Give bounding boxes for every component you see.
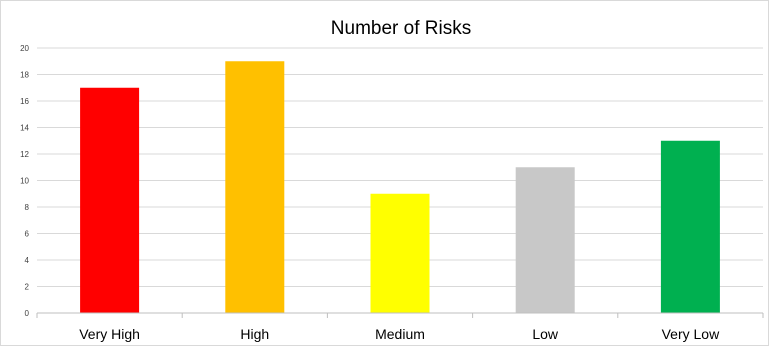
bar-very-low bbox=[660, 140, 720, 313]
y-tick-label: 16 bbox=[20, 97, 29, 106]
bar-high bbox=[225, 61, 285, 313]
x-tick-label: High bbox=[240, 326, 269, 342]
bar-very-high bbox=[80, 87, 140, 313]
y-tick-label: 6 bbox=[25, 230, 30, 239]
y-tick-label: 10 bbox=[20, 177, 29, 186]
x-tick-label: Very High bbox=[79, 326, 140, 342]
y-tick-label: 4 bbox=[25, 256, 30, 265]
y-tick-label: 18 bbox=[20, 71, 29, 80]
x-axis bbox=[36, 312, 764, 318]
bars bbox=[80, 61, 720, 313]
y-tick-label: 14 bbox=[20, 124, 29, 133]
y-tick-label: 12 bbox=[20, 150, 29, 159]
y-tick-label: 8 bbox=[25, 203, 30, 212]
x-tick-label: Medium bbox=[375, 326, 425, 342]
x-tick-label: Very Low bbox=[662, 326, 720, 342]
chart-title: Number of Risks bbox=[331, 18, 471, 39]
gridlines bbox=[37, 47, 763, 287]
x-axis-ticks: Very High High Medium Low Very Low bbox=[79, 326, 720, 342]
y-tick-label: 0 bbox=[25, 309, 30, 318]
x-tick-label: Low bbox=[532, 326, 559, 342]
y-tick-label: 20 bbox=[20, 44, 29, 53]
y-axis-ticks: 0 2 4 6 8 10 12 14 16 18 20 bbox=[20, 44, 29, 318]
y-tick-label: 2 bbox=[25, 283, 30, 292]
bar-medium bbox=[370, 193, 430, 313]
bar-low bbox=[515, 167, 575, 313]
